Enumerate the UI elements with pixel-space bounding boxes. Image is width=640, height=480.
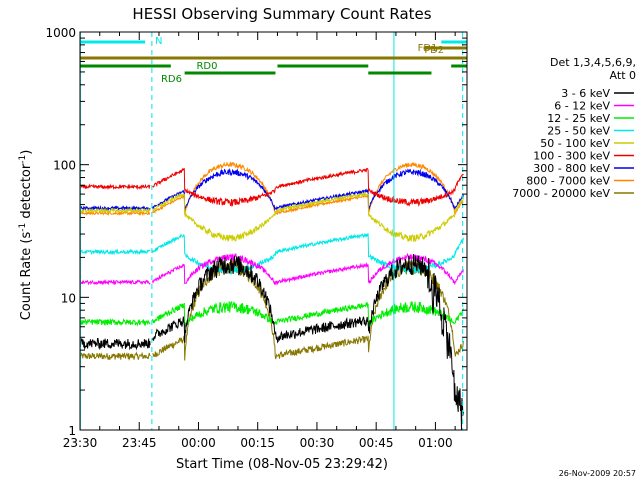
y-axis-label-sup1: -1 bbox=[18, 223, 28, 232]
x-tick-label-2: 00:00 bbox=[181, 436, 216, 450]
plot-area bbox=[79, 32, 464, 431]
legend-header-line-2: Att 0 bbox=[610, 69, 636, 82]
y-axis-label-main: Count Rate (s bbox=[19, 232, 34, 321]
x-tick-label-1: 23:45 bbox=[122, 436, 157, 450]
legend-label-5: 50 - 100 keV bbox=[540, 137, 610, 150]
instrument-flags: NFD1FD2RD0RD6 bbox=[80, 36, 467, 85]
legend-label-4: 25 - 50 keV bbox=[547, 125, 610, 138]
series-line-7 bbox=[79, 167, 464, 212]
series-line-5 bbox=[79, 191, 464, 243]
flag-label-n: N bbox=[155, 36, 162, 47]
flag-label-rd6: RD6 bbox=[161, 74, 182, 85]
series-line-1 bbox=[79, 254, 464, 431]
legend-label-6: 100 - 300 keV bbox=[533, 150, 610, 163]
flag-label-fd2: FD2 bbox=[424, 45, 444, 56]
y-axis-label: Count Rate (s-1 detector-1) bbox=[18, 150, 34, 321]
x-tick-label-3: 00:15 bbox=[240, 436, 275, 450]
y-tick-label-0: 1 bbox=[68, 424, 76, 438]
legend-label-2: 6 - 12 keV bbox=[554, 100, 610, 113]
flag-label-rd0: RD0 bbox=[196, 61, 217, 72]
plot-frame bbox=[79, 31, 468, 431]
axes: 23:30 23:45 00:00 00:15 00:30 00:45 01:00 1 10 10… bbox=[45, 26, 468, 450]
legend-label-8: 800 - 7000 keV bbox=[526, 175, 610, 188]
footer-date: 26-Nov-2009 20:57 bbox=[559, 469, 636, 478]
series-line-2 bbox=[79, 252, 464, 286]
y-tick-label-3: 1000 bbox=[45, 26, 76, 40]
x-axis-label: Start Time (08-Nov-05 23:29:42) bbox=[176, 457, 388, 472]
y-axis-label-mid: detector bbox=[19, 163, 34, 223]
legend-label-9: 7000 - 20000 keV bbox=[512, 187, 610, 200]
legend-label-1: 3 - 6 keV bbox=[561, 87, 610, 100]
chart-title: HESSI Observing Summary Count Rates bbox=[132, 5, 431, 23]
x-tick-label-5: 00:45 bbox=[359, 436, 394, 450]
y-tick-label-2: 100 bbox=[53, 159, 76, 173]
y-axis-label-end: ) bbox=[19, 150, 34, 155]
series-line-6 bbox=[79, 167, 464, 208]
legend-label-3: 12 - 25 keV bbox=[547, 112, 610, 125]
x-tick-label-6: 01:00 bbox=[418, 436, 453, 450]
y-tick-label-1: 10 bbox=[61, 291, 76, 305]
series-line-3 bbox=[79, 301, 464, 328]
legend-label-7: 300 - 800 keV bbox=[533, 162, 610, 175]
x-tick-label-0: 23:30 bbox=[63, 436, 98, 450]
y-axis-label-sup2: -1 bbox=[18, 155, 28, 164]
x-tick-label-4: 00:30 bbox=[300, 436, 335, 450]
legend-header-line-1: Det 1,3,4,5,6,9, bbox=[550, 56, 636, 69]
